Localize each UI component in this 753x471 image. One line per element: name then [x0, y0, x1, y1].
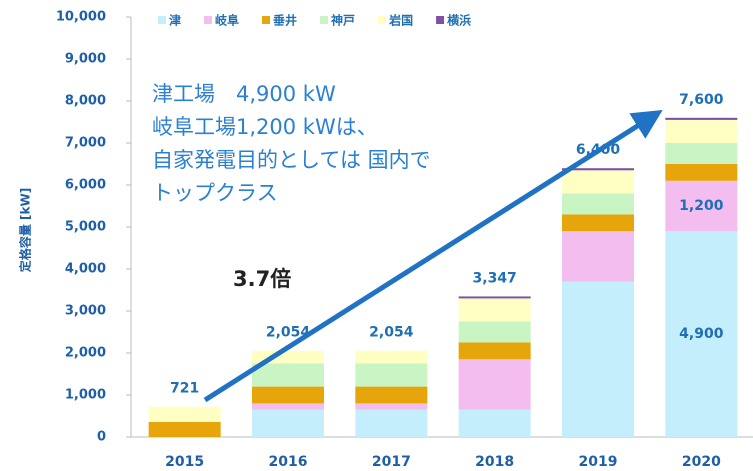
- x-tick-label: 2016: [269, 454, 308, 470]
- legend-label: 神戸: [331, 13, 355, 28]
- bar-segment: [665, 180, 738, 232]
- bar-segment: [562, 214, 634, 232]
- total-label: 3,347: [473, 270, 517, 286]
- legend-swatch: [378, 16, 387, 24]
- legend-label: 岩国: [388, 13, 413, 28]
- legend-swatch: [320, 16, 329, 24]
- y-tick-label: 8,000: [65, 94, 106, 109]
- bar-segment: [458, 409, 531, 437]
- value-label: 1,200: [679, 198, 724, 214]
- bar-segment: [665, 117, 738, 120]
- y-tick-label: 0: [97, 430, 106, 445]
- x-tick-label: 2020: [682, 454, 721, 470]
- y-tick-label: 5,000: [65, 220, 106, 235]
- total-label: 721: [170, 381, 199, 397]
- legend-label: 岐阜: [215, 13, 239, 28]
- bar-segment: [665, 119, 738, 143]
- bar-segment: [562, 231, 634, 282]
- bar-segment: [665, 231, 738, 437]
- bar-segment: [562, 193, 634, 215]
- bar-segment: [458, 296, 531, 299]
- y-tick-label: 9,000: [65, 52, 106, 67]
- bar-segment: [458, 342, 531, 360]
- bar-segment: [148, 406, 221, 422]
- annotation: 岐阜工場1,200 kWは、: [152, 115, 378, 139]
- bar-segment: [355, 363, 428, 387]
- annotation: トップクラス: [152, 181, 278, 205]
- total-label: 2,054: [369, 325, 414, 341]
- bar-segment: [252, 386, 324, 404]
- annotation: 3.7倍: [233, 267, 291, 291]
- bar-segment: [355, 386, 428, 404]
- y-tick-label: 6,000: [65, 178, 106, 193]
- bar-segment: [562, 170, 634, 194]
- value-label: 4,900: [679, 326, 724, 342]
- x-tick-label: 2017: [372, 454, 411, 470]
- total-label: 7,600: [679, 92, 724, 108]
- bar-segment: [562, 281, 634, 437]
- y-axis-label: 定格容量 [kW]: [18, 188, 33, 272]
- bar-segment: [562, 168, 634, 171]
- legend-swatch: [262, 16, 271, 24]
- growth-arrow: [203, 109, 663, 403]
- y-tick-label: 2,000: [65, 346, 106, 361]
- bar-segment: [252, 363, 324, 387]
- legend-swatch: [436, 16, 445, 24]
- x-tick-label: 2015: [165, 454, 204, 470]
- y-tick-label: 10,000: [56, 10, 106, 25]
- legend-swatch: [158, 16, 166, 24]
- bar-segment: [252, 403, 324, 410]
- legend-swatch: [204, 16, 213, 24]
- total-label: 2,054: [266, 325, 311, 341]
- bar-segment: [252, 409, 324, 437]
- legend-label: 横浜: [447, 13, 471, 28]
- bar-segment: [148, 421, 221, 437]
- x-tick-label: 2018: [475, 454, 514, 470]
- y-tick-label: 7,000: [65, 136, 106, 151]
- bar-segment: [665, 164, 738, 181]
- x-tick-label: 2019: [579, 454, 618, 470]
- legend-label: 垂井: [273, 13, 297, 28]
- legend-label: 津: [169, 13, 181, 28]
- bar-segment: [458, 359, 531, 410]
- bar-segment: [458, 321, 531, 343]
- y-tick-label: 3,000: [65, 304, 106, 319]
- annotation: 津工場 4,900 kW: [152, 82, 336, 106]
- bar-segment: [355, 350, 428, 364]
- bar-segment: [355, 403, 428, 410]
- y-tick-label: 1,000: [65, 388, 106, 403]
- bar-segment: [355, 409, 428, 437]
- y-tick-label: 4,000: [65, 262, 106, 277]
- annotation: 自家発電目的としては 国内で: [152, 148, 431, 172]
- bar-segment: [665, 143, 738, 164]
- bar-segment: [458, 298, 531, 322]
